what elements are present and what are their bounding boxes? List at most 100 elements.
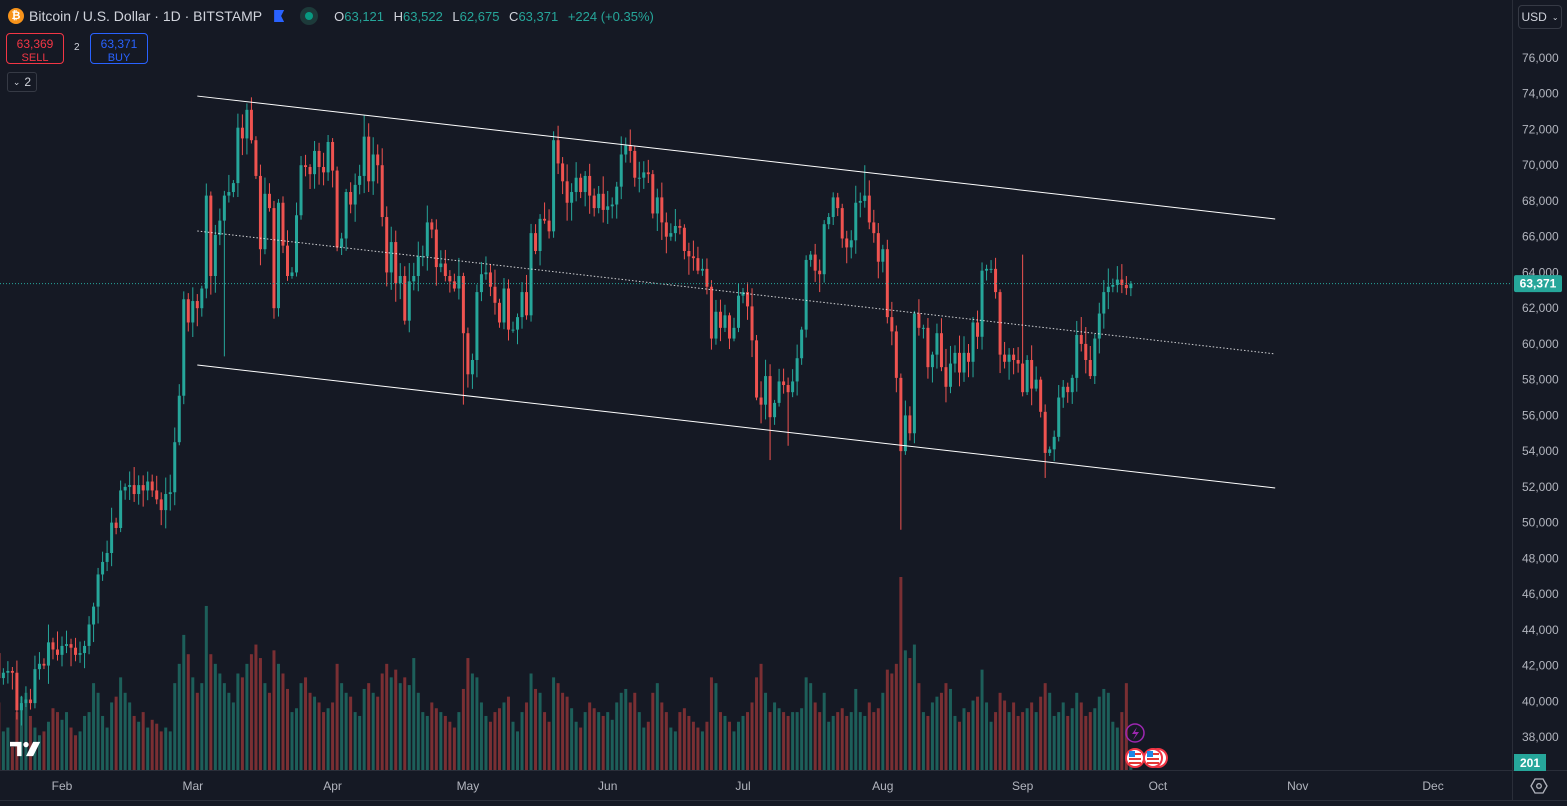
high-value: 63,522 — [403, 8, 443, 24]
candle-body — [822, 224, 826, 275]
candle — [326, 134, 330, 181]
volume-bar — [556, 683, 560, 770]
volume-bar — [290, 712, 294, 770]
volume-bar — [200, 683, 204, 770]
flag-icon[interactable] — [274, 10, 285, 22]
candle-body — [340, 238, 344, 248]
candle-body — [267, 193, 271, 209]
volume-bar — [335, 663, 339, 770]
price-tick-label: 46,000 — [1522, 587, 1559, 601]
candle-body — [272, 208, 276, 309]
channel-lower-line[interactable] — [197, 364, 1276, 489]
candle — [903, 400, 907, 455]
candle-body — [908, 415, 912, 434]
candle-body — [335, 170, 339, 248]
volume-bar — [204, 605, 208, 770]
candle — [552, 131, 556, 238]
buy-button[interactable]: 63,371 BUY — [90, 33, 148, 64]
candle — [249, 97, 253, 144]
candle — [962, 336, 966, 382]
candle-body — [313, 150, 317, 175]
volume-bar — [362, 688, 366, 770]
channel-drawing[interactable] — [0, 95, 1512, 489]
candle-body — [538, 218, 542, 251]
candle — [876, 223, 880, 279]
market-status-icon[interactable] — [300, 7, 319, 25]
channel-middle-line[interactable] — [197, 230, 1276, 355]
candle-body — [655, 197, 659, 214]
candle-body — [421, 256, 425, 258]
volume-bar — [890, 673, 894, 770]
candle — [867, 180, 871, 230]
candle — [367, 123, 371, 193]
price-tick-label: 48,000 — [1522, 551, 1559, 565]
candle — [159, 492, 163, 526]
candle — [881, 244, 885, 273]
us-flag-event-icon[interactable] — [1143, 748, 1168, 768]
candle-body — [37, 663, 41, 670]
candle-body — [150, 481, 154, 491]
candle-body — [33, 669, 37, 704]
currency-button[interactable]: USD ⌄ — [1518, 5, 1562, 29]
candle-body — [1021, 363, 1025, 393]
time-axis[interactable]: Feb Mar Apr May Jun Jul Aug Sep Oct Nov Dec — [52, 779, 1444, 793]
candle — [998, 289, 1002, 374]
volume-bar — [322, 712, 326, 770]
settings-icon[interactable] — [1530, 777, 1548, 795]
symbol-title[interactable]: Bitcoin / U.S. Dollar · 1D · BITSTAMP — [29, 8, 263, 24]
candle — [804, 255, 808, 338]
volume-bar — [687, 715, 691, 770]
spread-value: 2 — [74, 42, 80, 53]
candle — [520, 282, 524, 329]
candle — [755, 334, 759, 401]
candle — [561, 157, 565, 195]
candle-body — [74, 647, 78, 655]
candle — [394, 230, 398, 302]
candle — [119, 480, 123, 533]
sell-button[interactable]: 63,369 SELL — [6, 33, 64, 64]
candle-body — [443, 263, 447, 277]
volume-bar — [475, 677, 479, 770]
candle — [773, 399, 777, 425]
volume-bar — [637, 712, 641, 770]
candle — [457, 257, 461, 300]
candle-body — [529, 233, 533, 316]
candle — [579, 173, 583, 199]
volume-bar — [137, 721, 141, 770]
candle — [254, 136, 258, 179]
candle — [1102, 280, 1106, 329]
candle — [953, 345, 957, 373]
candle-body — [78, 653, 82, 655]
candle — [37, 652, 41, 680]
lightning-event-icon[interactable] — [1125, 723, 1145, 743]
candle — [173, 427, 177, 506]
candle — [55, 631, 59, 661]
indicators-toggle-button[interactable]: ⌄ 2 — [7, 72, 37, 92]
volume-bar — [28, 715, 32, 770]
tradingview-logo[interactable] — [10, 740, 42, 758]
candle — [746, 282, 750, 320]
candle — [822, 220, 826, 283]
price-tick-label: 58,000 — [1522, 373, 1559, 387]
us-flag-event-icon[interactable] — [1125, 748, 1145, 768]
volume-bar — [1075, 692, 1079, 770]
price-axis[interactable]: 76,00074,00072,00070,00068,00066,00064,0… — [1522, 51, 1559, 744]
candle — [750, 288, 754, 358]
candle — [452, 273, 456, 292]
volume-bar — [764, 692, 768, 770]
candle — [398, 263, 402, 300]
candle — [768, 364, 772, 461]
candle-body — [51, 642, 55, 650]
candle-body — [452, 281, 456, 289]
candle — [1120, 264, 1124, 294]
candle-body — [926, 327, 930, 368]
volume-bar — [497, 708, 501, 770]
candle — [150, 474, 154, 497]
candle-body — [403, 276, 407, 321]
channel-upper-line[interactable] — [197, 95, 1276, 220]
candle-body — [597, 193, 601, 209]
candle — [583, 171, 587, 207]
candle-body — [479, 274, 483, 293]
candle-body — [475, 292, 479, 361]
